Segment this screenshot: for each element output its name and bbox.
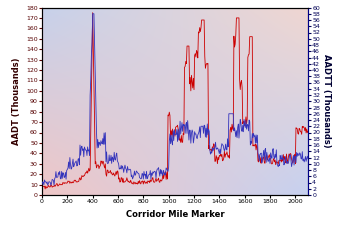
- Y-axis label: AADT (Thousands): AADT (Thousands): [12, 58, 21, 145]
- Y-axis label: AADTT (Thousands): AADTT (Thousands): [322, 54, 331, 148]
- X-axis label: Corridor Mile Marker: Corridor Mile Marker: [126, 210, 224, 219]
